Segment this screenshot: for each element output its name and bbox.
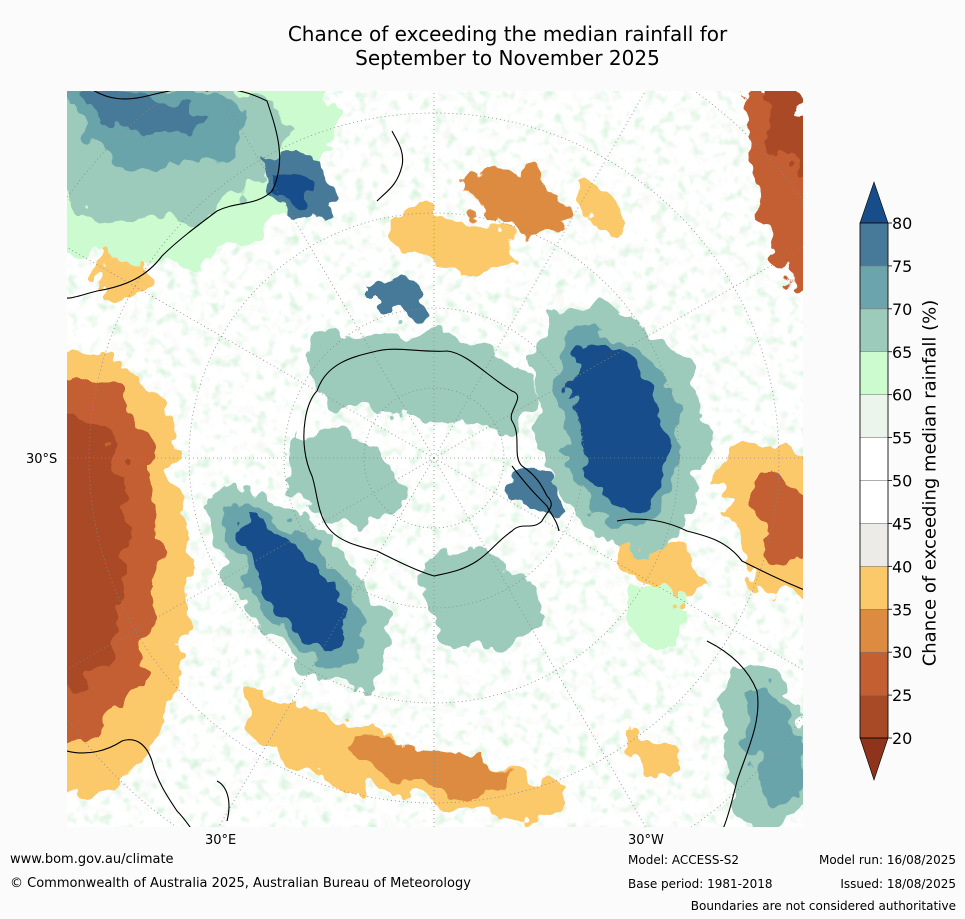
colorbar-tick-label-65: 65	[892, 343, 912, 362]
colorbar-band-25-30	[859, 651, 889, 696]
map-canvas	[67, 91, 803, 827]
website-link[interactable]: www.bom.gov.au/climate	[10, 852, 174, 867]
colorbar-band-45-50	[859, 480, 889, 524]
issued-date: Issued: 18/08/2025	[840, 877, 956, 891]
lat-label-30s: 30°S	[26, 452, 58, 467]
australia-coastline	[67, 91, 281, 299]
madagascar-coastline	[216, 780, 230, 822]
colorbar-tick-label-25: 25	[892, 686, 912, 705]
colorbar-band-55-60	[859, 394, 889, 438]
africa-coastline	[67, 739, 191, 827]
title-line-1: Chance of exceeding the median rainfall …	[287, 22, 728, 46]
colorbar-tick-label-60: 60	[892, 386, 912, 405]
new-zealand-coastline	[376, 130, 404, 202]
lon-label-30e: 30°E	[205, 833, 237, 848]
colorbar-extend-min	[859, 737, 889, 781]
graticule	[67, 91, 803, 827]
wet-region-south-pacific	[424, 549, 803, 827]
colorbar-band-50-55	[859, 437, 889, 481]
dry-region-east	[621, 91, 803, 602]
colorbar-tick-label-20: 20	[892, 729, 912, 748]
wet-region-antarctic-ring	[286, 278, 535, 525]
colorbar-tick-label-35: 35	[892, 600, 912, 619]
colorbar-tick-label-50: 50	[892, 472, 912, 491]
colorbar: 20 25 30 35 40 45 50 55 60 65 70 75 80	[855, 180, 965, 790]
colorbar-tick-label-55: 55	[892, 429, 912, 448]
boundary-disclaimer: Boundaries are not considered authoritat…	[690, 899, 956, 913]
wet-region-southwest	[211, 489, 389, 691]
colorbar-band-30-35	[859, 609, 889, 653]
copyright-text: © Commonwealth of Australia 2025, Austra…	[10, 876, 471, 891]
title-line-2: September to November 2025	[355, 46, 660, 70]
colorbar-tick-label-80: 80	[892, 214, 912, 233]
antarctica-coastline	[303, 348, 552, 577]
wet-region-north	[67, 91, 332, 267]
model-run-date: Model run: 16/08/2025	[818, 853, 956, 867]
model-name: Model: ACCESS-S2	[628, 853, 740, 867]
colorbar-title: Chance of exceeding median rainfall (%)	[919, 299, 941, 667]
colorbar-tick-label-30: 30	[892, 643, 912, 662]
antarctic-peninsula	[511, 465, 560, 532]
colorbar-band-60-65	[859, 351, 889, 395]
colorbar-tick-label-40: 40	[892, 557, 912, 576]
colorbar-tick-label-75: 75	[892, 257, 912, 276]
colorbar-band-75-80	[859, 222, 889, 267]
lon-label-30w: 30°W	[628, 833, 664, 848]
dry-region-west	[67, 248, 188, 799]
colorbar-tick-label-70: 70	[892, 300, 912, 319]
colorbar-tick-label-45: 45	[892, 514, 912, 533]
base-period: Base period: 1981-2018	[628, 877, 773, 891]
coastlines	[67, 91, 803, 827]
rainfall-map	[67, 91, 803, 827]
dry-region-south	[245, 691, 680, 821]
colorbar-extend-max	[859, 181, 889, 224]
colorbar-band-35-40	[859, 566, 889, 610]
colorbar-band-40-45	[859, 523, 889, 567]
colorbar-band-70-75	[859, 265, 889, 310]
map-title: Chance of exceeding the median rainfall …	[180, 22, 835, 70]
south-america-coastline	[616, 518, 803, 827]
colorbar-canvas: 20 25 30 35 40 45 50 55 60 65 70 75 80	[859, 181, 912, 781]
wet-region-east	[507, 305, 705, 551]
colorbar-band-65-70	[859, 308, 889, 352]
colorbar-band-20-25	[859, 694, 889, 739]
probability-field	[67, 91, 803, 827]
